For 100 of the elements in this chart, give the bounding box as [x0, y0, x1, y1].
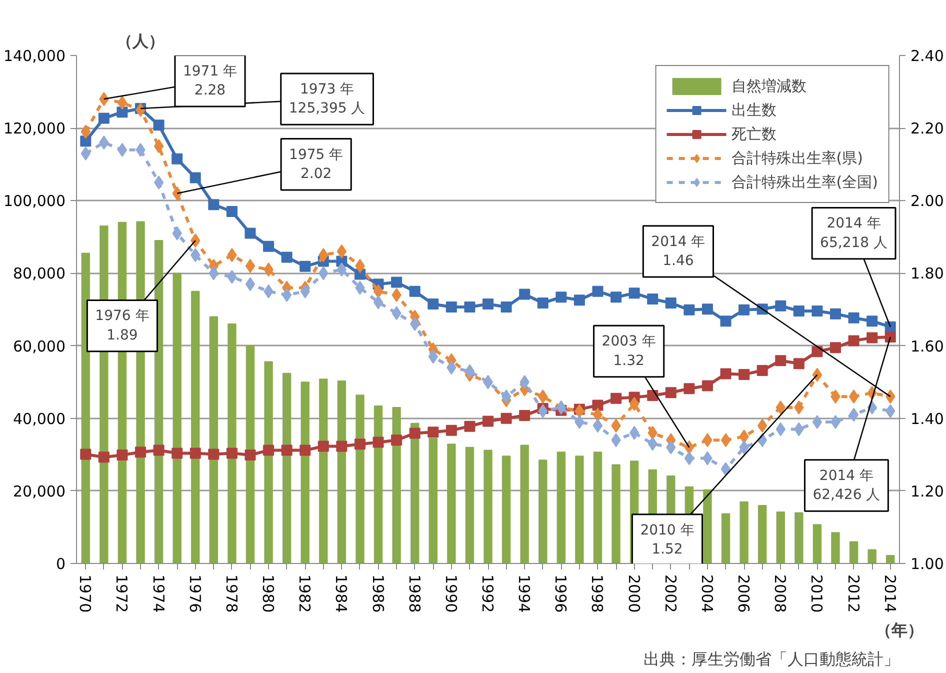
point	[446, 301, 457, 312]
point	[80, 136, 92, 147]
y2-tick-label: 2.40	[910, 47, 944, 65]
point	[830, 308, 841, 320]
bar	[264, 361, 273, 564]
y-tick-label: 60,000	[13, 337, 66, 356]
x-tick-label: 1986	[368, 574, 387, 613]
x-tick-label: 1996	[552, 574, 570, 613]
x-tick-label: 1970	[76, 574, 94, 613]
y2-tick-label: 2.00	[910, 192, 944, 210]
source-note: 出典：厚生労働省「人口動態統計」	[644, 650, 900, 668]
point	[556, 292, 567, 303]
x-tick-label: 2004	[698, 574, 716, 613]
point	[226, 448, 238, 459]
bar	[575, 456, 584, 564]
bar	[337, 380, 346, 564]
y2-tick-label: 1.80	[910, 264, 944, 283]
point	[501, 390, 512, 404]
point	[866, 332, 878, 344]
x-tick-label: 1992	[478, 574, 496, 613]
point	[391, 276, 402, 288]
bar	[868, 549, 876, 564]
annotation: 1973 年 125,395 人	[288, 81, 366, 117]
point	[117, 96, 128, 110]
point	[153, 444, 164, 456]
x-tick-label: 2012	[844, 574, 862, 613]
y-axis-title: （人）	[116, 32, 164, 50]
bar	[428, 438, 438, 564]
y-tick-label: 100,000	[3, 192, 66, 210]
point	[848, 312, 860, 324]
y2-tick-label: 1.60	[910, 337, 944, 356]
point	[116, 106, 128, 118]
annotation: 1975 年 2.02	[289, 146, 344, 182]
bar	[447, 444, 456, 564]
point	[117, 142, 128, 157]
annotation: 2010 年 1.52	[640, 522, 694, 558]
point	[812, 368, 822, 382]
x-tick-label: 1982	[296, 574, 314, 613]
point	[775, 355, 786, 366]
y-tick-label: 140,000	[3, 47, 66, 65]
point	[428, 426, 439, 438]
bar	[593, 452, 602, 564]
annotation: 2014 年 1.46	[651, 234, 706, 270]
point	[172, 448, 183, 459]
bar	[831, 532, 840, 564]
x-tick-label: 2014	[880, 574, 899, 613]
bar	[812, 524, 822, 564]
point	[592, 418, 603, 433]
bar	[465, 446, 474, 564]
x-tick-label: 2010	[808, 574, 826, 613]
point	[282, 288, 292, 302]
point	[848, 408, 859, 422]
point	[574, 294, 585, 306]
y-tick-label: 40,000	[13, 410, 66, 428]
y2-tick-label: 1.20	[910, 482, 944, 500]
point	[519, 288, 530, 300]
point	[391, 434, 402, 446]
point	[702, 380, 713, 392]
bar	[556, 452, 566, 564]
point	[500, 301, 512, 312]
point	[116, 450, 128, 461]
point	[537, 297, 548, 308]
point	[629, 396, 640, 411]
point	[848, 390, 859, 404]
x-tick-label: 1998	[588, 574, 606, 613]
point	[482, 298, 494, 310]
point	[300, 444, 311, 456]
bar	[392, 406, 401, 564]
bar	[886, 555, 895, 564]
legend-label: 自然増減数	[731, 76, 806, 96]
bar	[849, 541, 858, 564]
x-tick-label: 1978	[222, 574, 240, 613]
point	[756, 364, 768, 376]
point	[647, 293, 658, 304]
bar	[172, 272, 182, 564]
point	[464, 420, 476, 432]
point	[318, 440, 329, 452]
point	[500, 412, 512, 424]
point	[848, 335, 860, 346]
point	[190, 172, 201, 184]
point	[226, 206, 238, 218]
bar	[374, 406, 383, 564]
point	[629, 426, 640, 440]
annotation: 2014 年 65,218 人	[820, 216, 888, 251]
point	[684, 451, 694, 466]
point	[263, 240, 274, 252]
point	[592, 400, 604, 411]
point	[354, 268, 366, 280]
point	[153, 120, 164, 131]
point	[830, 342, 841, 354]
y2-tick-label: 1.40	[910, 410, 944, 428]
x-tick-label: 1984	[332, 574, 350, 613]
point	[208, 448, 220, 460]
bar	[703, 489, 712, 564]
bar	[228, 324, 236, 564]
point	[244, 228, 256, 239]
point	[281, 252, 292, 263]
x-tick-label: 2006	[734, 574, 753, 613]
point	[866, 316, 878, 327]
point	[738, 368, 750, 380]
